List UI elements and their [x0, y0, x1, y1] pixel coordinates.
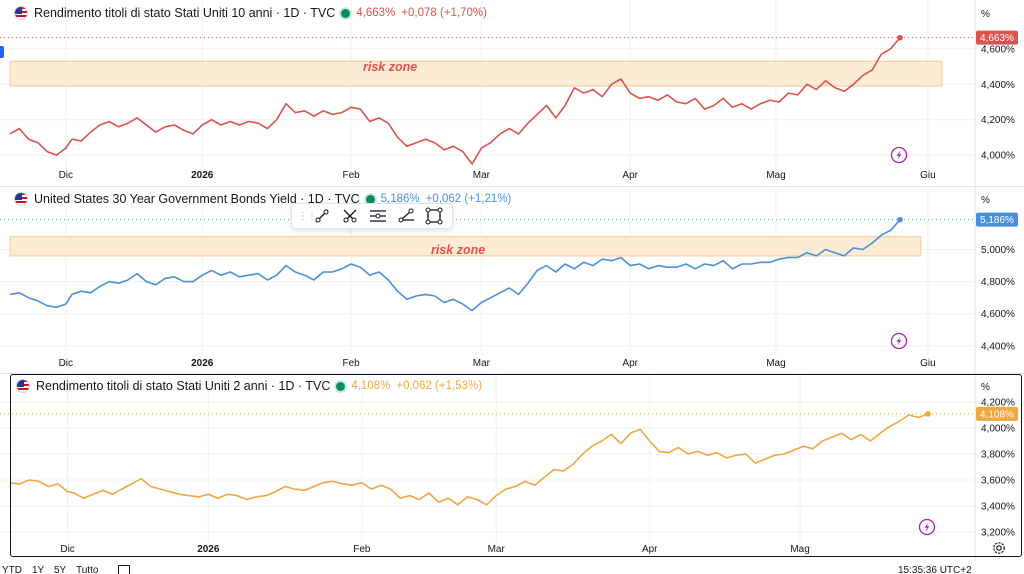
last-value: 5,186%	[380, 193, 420, 205]
chart-10y[interactable]: 4,000% 4,200% 4,400% 4,600% Dic 2026 Feb Mar Apr…	[0, 0, 1024, 186]
x-tick-label: Giu	[920, 358, 936, 369]
x-tick-label: Giu	[920, 170, 936, 181]
y-tick-label: 4,200%	[981, 115, 1015, 126]
y-tick-label: 4,000%	[981, 423, 1015, 434]
cross-line-icon[interactable]	[340, 206, 360, 226]
y-tick-label: 4,600%	[981, 309, 1015, 320]
risk-zone-rect[interactable]	[9, 60, 943, 87]
x-tick-label: Mag	[766, 358, 785, 369]
change-value: +0,062 (+1,21%)	[425, 193, 512, 205]
y-tick-label: 3,600%	[981, 476, 1015, 487]
range-ytd[interactable]: YTD	[2, 565, 22, 574]
series-title: Rendimento titoli di stato Stati Uniti 2…	[36, 379, 331, 393]
x-tick-label: 2026	[191, 170, 214, 181]
x-tick-label: Apr	[622, 170, 638, 181]
y-tick-label: 4,200%	[981, 397, 1015, 408]
chart-pane-10y: 4,000% 4,200% 4,400% 4,600% Dic 2026 Feb Mar Apr…	[0, 0, 1024, 186]
chart-2y[interactable]: 3,200% 3,400% 3,600% 3,800% 4,000% 4,200% Dic 2…	[0, 374, 1024, 560]
y-tick-label: 3,800%	[981, 449, 1015, 460]
risk-zone-rect[interactable]	[9, 236, 922, 257]
x-tick-label: Apr	[642, 544, 658, 555]
x-tick-label: Apr	[622, 358, 638, 369]
x-tick-label: Mag	[766, 170, 785, 181]
series-line[interactable]	[9, 219, 901, 312]
range-all[interactable]: Tutto	[76, 565, 99, 574]
chart-30y[interactable]: 4,400% 4,600% 4,800% 5,000% Dic 2026 Feb Mar Apr…	[0, 187, 1024, 373]
clock: 15:35:36 UTC+2	[898, 565, 972, 574]
x-tick-label: Mar	[488, 544, 506, 555]
x-tick-label: 2026	[191, 358, 214, 369]
last-value-badge-text: 4,663%	[980, 33, 1014, 44]
series-title: Rendimento titoli di stato Stati Uniti 1…	[34, 6, 336, 20]
x-tick-label: Mag	[790, 544, 809, 555]
last-point-marker	[897, 34, 903, 41]
pane-divider[interactable]	[0, 186, 1024, 187]
range-1y[interactable]: 1Y	[32, 565, 45, 574]
ray-icon[interactable]	[396, 206, 416, 226]
market-open-icon	[365, 194, 375, 204]
unit-label: %	[981, 195, 990, 206]
last-value-badge	[976, 212, 1018, 227]
x-tick-label: Dic	[59, 358, 73, 369]
trend-line-icon[interactable]	[312, 206, 332, 226]
market-open-icon	[336, 381, 346, 391]
x-tick-label: Dic	[60, 544, 74, 555]
unit-label: %	[981, 9, 990, 20]
x-tick-label: Dic	[59, 170, 73, 181]
rectangle-icon[interactable]	[424, 206, 444, 226]
market-open-icon	[341, 8, 351, 18]
legend-2y[interactable]: Rendimento titoli di stato Stati Uniti 2…	[16, 379, 482, 393]
risk-zone-label: risk zone	[363, 60, 418, 74]
last-value: 4,663%	[356, 7, 396, 19]
calendar-icon[interactable]	[118, 565, 130, 574]
drawing-toolbar[interactable]: ⋮⋮	[291, 203, 453, 229]
drag-handle-icon[interactable]: ⋮⋮	[298, 210, 317, 222]
series-line[interactable]	[9, 413, 929, 506]
parallel-channel-icon[interactable]	[368, 206, 388, 226]
series-line[interactable]	[9, 37, 901, 165]
unit-label: %	[981, 382, 990, 393]
last-point-marker	[925, 411, 931, 417]
y-tick-label: 5,000%	[981, 245, 1015, 256]
y-tick-label: 4,600%	[981, 44, 1015, 55]
x-tick-label: Feb	[353, 544, 371, 555]
x-tick-label: Mar	[473, 358, 491, 369]
last-value-badge-text: 5,186%	[980, 215, 1014, 226]
legend-30y[interactable]: United States 30 Year Government Bonds Y…	[14, 192, 511, 206]
edge-handle[interactable]	[0, 46, 4, 58]
range-5y[interactable]: 5Y	[54, 565, 67, 574]
lightning-bolt	[924, 522, 930, 532]
legend-10y[interactable]: Rendimento titoli di stato Stati Uniti 1…	[14, 6, 487, 20]
y-tick-label: 3,400%	[981, 502, 1015, 513]
lightning-bolt	[896, 336, 902, 346]
x-tick-label: 2026	[197, 544, 220, 555]
last-value-badge	[976, 30, 1018, 45]
last-point-marker	[897, 216, 903, 223]
lightning-bolt	[896, 150, 902, 160]
us-flag-icon	[14, 192, 28, 206]
y-tick-label: 3,200%	[981, 528, 1015, 539]
y-tick-label: 4,000%	[981, 151, 1015, 162]
chart-pane-2y: 3,200% 3,400% 3,600% 3,800% 4,000% 4,200% Dic 2…	[0, 374, 1024, 560]
risk-zone-label: risk zone	[431, 243, 486, 257]
bottom-toolbar: YTD 1Y 5Y Tutto 15:35:36 UTC+2	[0, 563, 1024, 574]
last-value-badge-text: 4,108%	[980, 409, 1014, 420]
last-value: 4,108%	[351, 380, 391, 392]
change-value: +0,078 (+1,70%)	[401, 7, 487, 19]
us-flag-icon	[14, 6, 28, 20]
last-value-badge	[976, 406, 1018, 421]
y-tick-label: 4,800%	[981, 277, 1015, 288]
y-tick-label: 4,400%	[981, 80, 1015, 91]
us-flag-icon	[16, 379, 30, 393]
x-tick-label: Feb	[342, 170, 360, 181]
settings-gear-icon[interactable]	[992, 541, 1006, 555]
pane-divider[interactable]	[0, 373, 1024, 374]
y-tick-label: 4,400%	[981, 341, 1015, 352]
x-tick-label: Feb	[342, 358, 360, 369]
x-tick-label: Mar	[473, 170, 491, 181]
change-value: +0,062 (+1,53%)	[396, 380, 483, 392]
series-title: United States 30 Year Government Bonds Y…	[34, 192, 360, 206]
chart-pane-30y: 4,400% 4,600% 4,800% 5,000% Dic 2026 Feb Mar Apr…	[0, 187, 1024, 373]
